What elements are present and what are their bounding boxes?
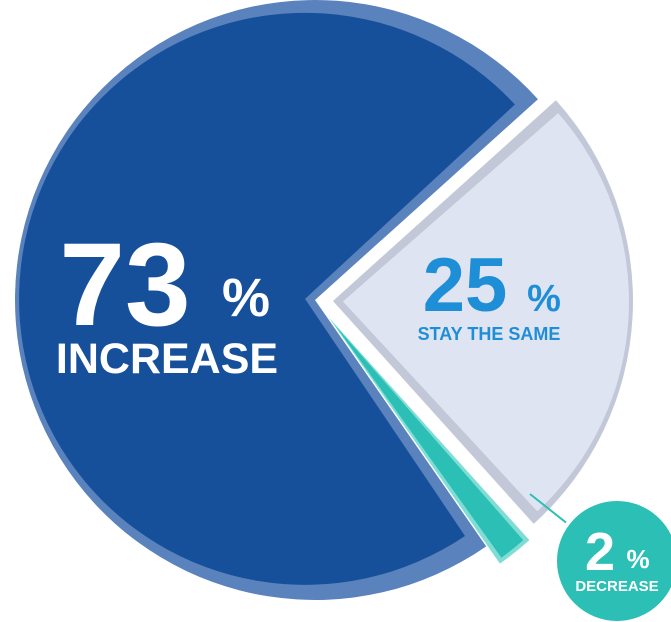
stay-value-label: 25: [423, 243, 508, 328]
decrease-percent-sign: %: [626, 544, 649, 574]
increase-category-label: INCREASE: [56, 335, 278, 383]
decrease-category-label: DECREASE: [575, 578, 658, 595]
decrease-slice: [334, 325, 524, 558]
decrease-value-label: 2: [585, 522, 615, 582]
stay-slice: [342, 113, 629, 512]
increase-value-label: 73: [59, 219, 190, 351]
stay-category-label: STAY THE SAME: [418, 324, 561, 344]
increase-percent-sign: %: [222, 268, 270, 328]
increase-slice: [19, 12, 515, 585]
stay-percent-sign: %: [527, 278, 561, 320]
decrease-callout-bubble: [553, 497, 671, 622]
